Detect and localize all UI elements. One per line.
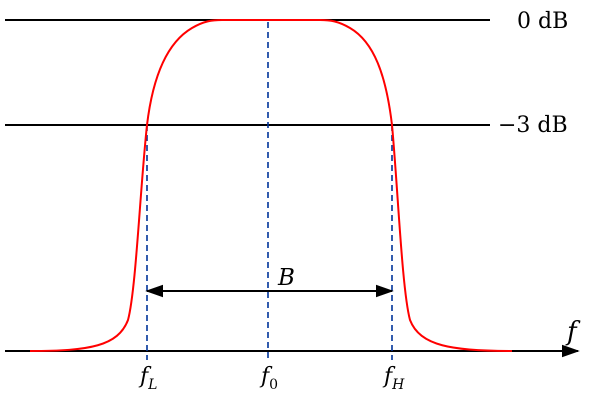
bandpass-response-curve xyxy=(29,19,513,352)
fh-tick-label: fH xyxy=(382,364,405,393)
zero-db-label: 0 dB xyxy=(517,9,568,34)
fl-tick-label: fL xyxy=(138,364,157,393)
minus3-db-label: −3 dB xyxy=(498,113,568,138)
bandwidth-label: B xyxy=(277,265,295,291)
f0-tick-label: f0 xyxy=(259,364,278,393)
frequency-axis-label: f xyxy=(565,317,581,347)
